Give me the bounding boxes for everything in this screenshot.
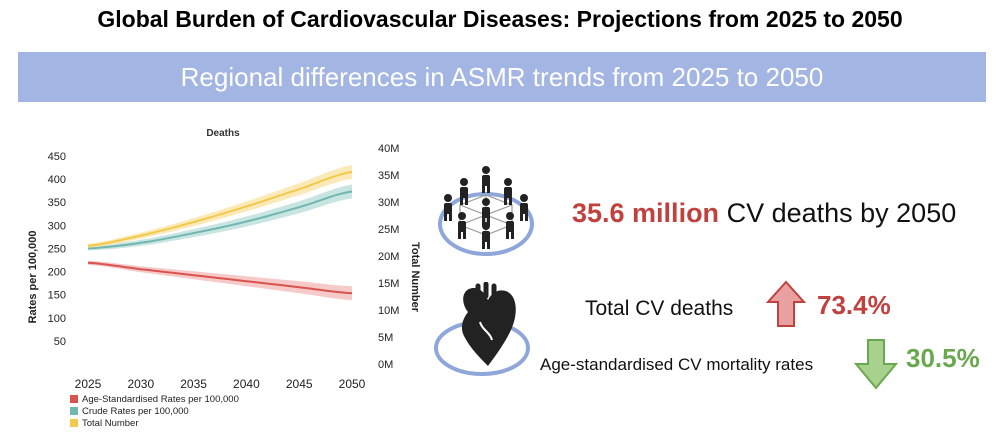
asmr-change: 30.5% (906, 343, 980, 373)
legend-swatch-total (70, 419, 78, 427)
deaths-2050-text: CV deaths by 2050 (719, 198, 957, 228)
legend-swatch-asr (70, 395, 78, 403)
series-line-0 (87, 261, 353, 295)
y-tick-label: 400 (48, 174, 66, 186)
deaths-2050-value: 35.6 million (572, 198, 720, 228)
legend-swatch-crude (70, 407, 78, 415)
x-tick-label: 2040 (233, 377, 260, 391)
right-axis-ticks: 0M 5M 10M 15M 20M 25M 30M 35M 40M (378, 143, 399, 371)
y2-tick-label: 5M (378, 332, 393, 344)
x-tick-label: 2035 (180, 377, 207, 391)
y2-tick-label: 20M (378, 251, 399, 263)
deaths-chart: Deaths 50 100 150 200 250 300 350 400 450 0M 5M 10… (27, 128, 420, 391)
arrow-down-icon (854, 339, 898, 390)
left-axis-ticks: 50 100 150 200 250 300 350 400 450 (48, 151, 66, 348)
series-line-2 (87, 170, 353, 247)
series-line-1 (87, 190, 353, 250)
total-deaths-change: 73.4% (817, 290, 891, 320)
y-tick-label: 450 (48, 151, 66, 163)
x-tick-label: 2030 (127, 377, 154, 391)
y2-tick-label: 30M (378, 197, 399, 209)
deaths-2050-stat: 35.6 million CV deaths by 2050 (572, 198, 956, 229)
y2-tick-label: 10M (378, 305, 399, 317)
legend-label-asr: Age-Standardised Rates per 100,000 (82, 393, 239, 405)
series-band-2 (88, 164, 352, 248)
total-deaths-label: Total CV deaths (585, 297, 734, 320)
y2-tick-label: 15M (378, 278, 399, 290)
section-banner: Regional differences in ASMR trends from… (18, 52, 986, 102)
y2-tick-label: 35M (378, 170, 399, 182)
y2-tick-label: 25M (378, 224, 399, 236)
person-figures (444, 166, 528, 249)
chart-legend: Age-Standardised Rates per 100,000 Crude… (70, 393, 239, 429)
asmr-label: Age-standardised CV mortality rates (540, 355, 814, 374)
y-tick-label: 350 (48, 197, 66, 209)
y2-tick-label: 40M (378, 143, 399, 155)
series-layer (87, 164, 353, 301)
legend-item-asr: Age-Standardised Rates per 100,000 (70, 393, 239, 405)
page-title: Global Burden of Cardiovascular Diseases… (97, 6, 903, 32)
x-tick-label: 2045 (286, 377, 313, 391)
x-tick-label: 2025 (75, 377, 102, 391)
y-tick-label: 150 (48, 290, 66, 302)
legend-label-crude: Crude Rates per 100,000 (82, 405, 189, 417)
y-tick-label: 100 (48, 313, 66, 325)
legend-item-crude: Crude Rates per 100,000 (70, 405, 239, 417)
y-tick-label: 200 (48, 267, 66, 279)
x-axis-ticks: 2025 2030 2035 2040 2045 2050 (75, 377, 366, 391)
y-tick-label: 300 (48, 220, 66, 232)
y-tick-label: 250 (48, 243, 66, 255)
people-network-icon (438, 166, 534, 256)
legend-item-total: Total Number (70, 417, 239, 429)
y2-axis-label: Total Number (409, 242, 420, 313)
heart-icon (434, 282, 530, 376)
y2-tick-label: 0M (378, 359, 393, 371)
y-tick-label: 50 (54, 336, 66, 348)
x-tick-label: 2050 (339, 377, 366, 391)
chart-title: Deaths (206, 128, 240, 139)
y-axis-label: Rates per 100,000 (27, 231, 39, 324)
legend-label-total: Total Number (82, 417, 139, 429)
arrow-up-icon (766, 280, 806, 327)
